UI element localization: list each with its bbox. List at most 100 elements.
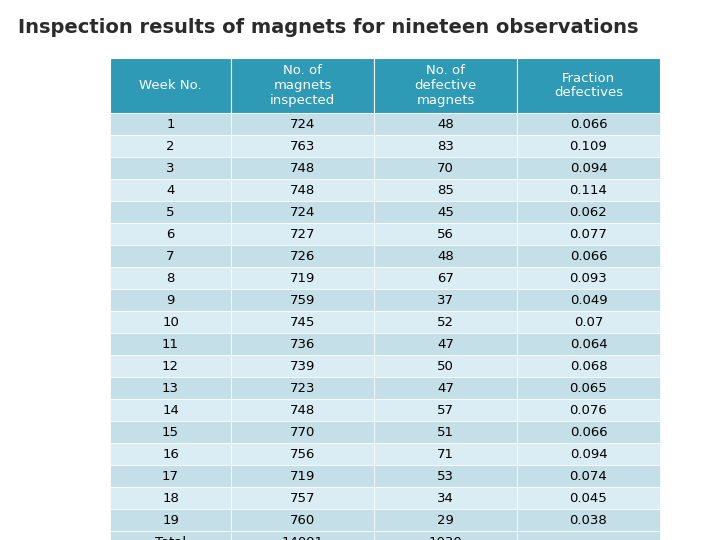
Text: 13: 13 bbox=[162, 381, 179, 395]
Bar bbox=[231, 289, 374, 311]
Text: 723: 723 bbox=[289, 381, 315, 395]
Text: No. of
defective
magnets: No. of defective magnets bbox=[415, 64, 477, 107]
Bar bbox=[517, 531, 660, 540]
Bar bbox=[231, 443, 374, 465]
Bar bbox=[231, 201, 374, 223]
Bar bbox=[110, 509, 231, 531]
Text: 0.038: 0.038 bbox=[570, 514, 608, 526]
Bar bbox=[110, 333, 231, 355]
Text: 34: 34 bbox=[437, 491, 454, 504]
Text: 18: 18 bbox=[162, 491, 179, 504]
Bar bbox=[517, 289, 660, 311]
Bar bbox=[110, 135, 231, 157]
Text: 0.076: 0.076 bbox=[570, 403, 608, 416]
Text: 736: 736 bbox=[290, 338, 315, 350]
Bar bbox=[374, 531, 517, 540]
Text: 47: 47 bbox=[437, 381, 454, 395]
Text: 6: 6 bbox=[166, 227, 175, 240]
Text: 0.049: 0.049 bbox=[570, 294, 607, 307]
Text: 9: 9 bbox=[166, 294, 175, 307]
Text: 724: 724 bbox=[290, 206, 315, 219]
Bar bbox=[110, 201, 231, 223]
Bar bbox=[517, 311, 660, 333]
Text: 47: 47 bbox=[437, 338, 454, 350]
Text: 57: 57 bbox=[437, 403, 454, 416]
Bar bbox=[374, 289, 517, 311]
Text: 3: 3 bbox=[166, 161, 175, 174]
Bar bbox=[231, 223, 374, 245]
Text: Total: Total bbox=[155, 536, 186, 540]
Text: 70: 70 bbox=[437, 161, 454, 174]
Bar bbox=[231, 311, 374, 333]
Text: 748: 748 bbox=[290, 184, 315, 197]
Text: 739: 739 bbox=[290, 360, 315, 373]
Text: 757: 757 bbox=[289, 491, 315, 504]
Bar bbox=[517, 465, 660, 487]
Text: 0.094: 0.094 bbox=[570, 448, 607, 461]
Text: 71: 71 bbox=[437, 448, 454, 461]
Bar bbox=[231, 245, 374, 267]
Bar bbox=[517, 487, 660, 509]
Text: 53: 53 bbox=[437, 469, 454, 483]
Text: 50: 50 bbox=[437, 360, 454, 373]
Text: Fraction
defectives: Fraction defectives bbox=[554, 71, 623, 99]
Bar bbox=[110, 531, 231, 540]
Text: 45: 45 bbox=[437, 206, 454, 219]
Text: 745: 745 bbox=[290, 315, 315, 328]
Text: 0.066: 0.066 bbox=[570, 118, 607, 131]
Bar bbox=[231, 113, 374, 135]
Bar bbox=[517, 135, 660, 157]
Bar bbox=[231, 157, 374, 179]
Bar bbox=[231, 377, 374, 399]
Text: 724: 724 bbox=[290, 118, 315, 131]
Bar bbox=[517, 58, 660, 113]
Text: 756: 756 bbox=[290, 448, 315, 461]
Text: 51: 51 bbox=[437, 426, 454, 438]
Bar bbox=[374, 223, 517, 245]
Text: 1: 1 bbox=[166, 118, 175, 131]
Text: 0.062: 0.062 bbox=[570, 206, 608, 219]
Text: 0.07: 0.07 bbox=[574, 315, 603, 328]
Bar bbox=[110, 179, 231, 201]
Bar bbox=[517, 355, 660, 377]
Text: 748: 748 bbox=[290, 161, 315, 174]
Bar bbox=[110, 399, 231, 421]
Bar bbox=[231, 179, 374, 201]
Bar bbox=[517, 223, 660, 245]
Bar bbox=[231, 135, 374, 157]
Bar bbox=[110, 157, 231, 179]
Bar bbox=[374, 377, 517, 399]
Text: 8: 8 bbox=[166, 272, 175, 285]
Bar bbox=[374, 201, 517, 223]
Bar bbox=[110, 355, 231, 377]
Text: 0.093: 0.093 bbox=[570, 272, 608, 285]
Bar bbox=[231, 509, 374, 531]
Text: 0.045: 0.045 bbox=[570, 491, 608, 504]
Text: 17: 17 bbox=[162, 469, 179, 483]
Bar bbox=[517, 377, 660, 399]
Bar bbox=[110, 113, 231, 135]
Bar bbox=[110, 421, 231, 443]
Bar bbox=[374, 245, 517, 267]
Bar bbox=[110, 311, 231, 333]
Bar bbox=[231, 465, 374, 487]
Bar bbox=[517, 421, 660, 443]
Bar bbox=[231, 399, 374, 421]
Bar bbox=[231, 531, 374, 540]
Bar bbox=[110, 377, 231, 399]
Text: 12: 12 bbox=[162, 360, 179, 373]
Text: 37: 37 bbox=[437, 294, 454, 307]
Text: 0.109: 0.109 bbox=[570, 139, 608, 152]
Bar bbox=[110, 487, 231, 509]
Text: 16: 16 bbox=[162, 448, 179, 461]
Bar bbox=[231, 421, 374, 443]
Bar bbox=[374, 113, 517, 135]
Text: 19: 19 bbox=[162, 514, 179, 526]
Text: Week No.: Week No. bbox=[139, 79, 202, 92]
Text: 0.064: 0.064 bbox=[570, 338, 607, 350]
Text: 0.066: 0.066 bbox=[570, 426, 607, 438]
Bar bbox=[517, 333, 660, 355]
Text: 0.114: 0.114 bbox=[570, 184, 608, 197]
Bar bbox=[231, 355, 374, 377]
Bar bbox=[374, 58, 517, 113]
